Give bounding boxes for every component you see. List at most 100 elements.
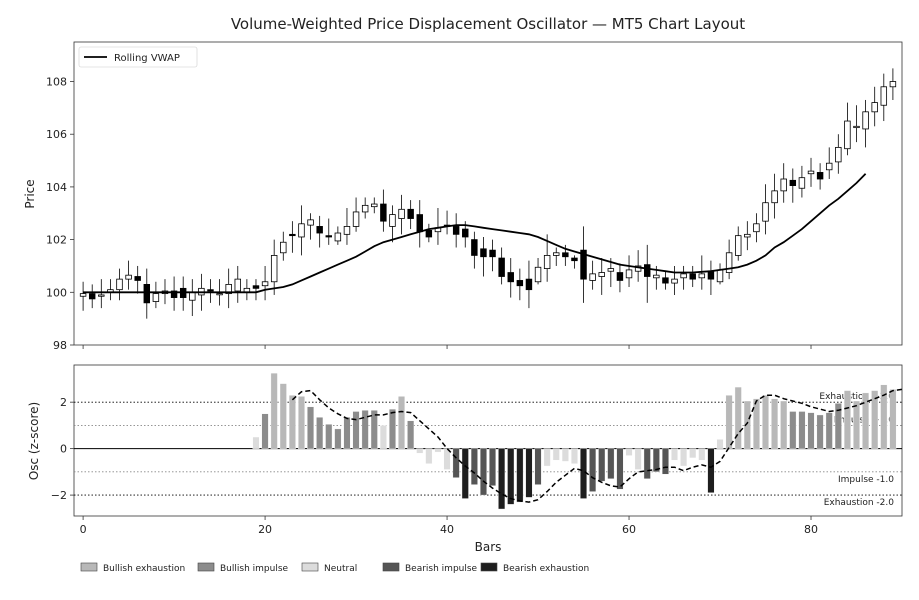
candle bbox=[662, 271, 669, 290]
oscillator-bar bbox=[743, 400, 751, 449]
oscillator-bar bbox=[762, 395, 769, 449]
candle bbox=[798, 165, 806, 198]
candle-body bbox=[416, 214, 423, 233]
candle-body bbox=[143, 283, 151, 304]
osc-y-tick-label: −2 bbox=[51, 489, 67, 502]
candle-body bbox=[407, 208, 414, 219]
oscillator-bar bbox=[316, 417, 324, 449]
candle bbox=[207, 279, 214, 303]
candle bbox=[134, 265, 141, 294]
candle-body bbox=[816, 172, 824, 180]
candle bbox=[425, 223, 433, 243]
candle bbox=[325, 218, 332, 245]
threshold-label: Exhaustion +2.0 bbox=[819, 392, 894, 402]
candle bbox=[352, 197, 360, 232]
osc-x-tick-label: 20 bbox=[258, 523, 272, 536]
oscillator-bar bbox=[643, 448, 651, 480]
oscillator-bar bbox=[343, 417, 351, 449]
legend-entry-bi: Bullish impulse bbox=[197, 562, 289, 574]
candle bbox=[516, 268, 524, 301]
candle bbox=[143, 268, 151, 319]
legend-entry-rx: Bearish exhaustion bbox=[480, 562, 589, 574]
candle bbox=[644, 244, 651, 303]
osc-x-tick-label: 0 bbox=[80, 523, 87, 536]
candle-body bbox=[334, 232, 342, 242]
price-plot-frame bbox=[73, 41, 903, 346]
oscillator-bar bbox=[325, 424, 333, 449]
oscillator-bar bbox=[479, 448, 487, 496]
candle-body bbox=[380, 203, 387, 222]
candle-body bbox=[807, 170, 815, 175]
candle-body bbox=[207, 289, 214, 292]
oscillator-bar bbox=[388, 408, 396, 449]
oscillator-bar bbox=[443, 448, 451, 470]
candle bbox=[734, 226, 742, 261]
osc-y-tick-label: 2 bbox=[60, 396, 67, 409]
price-y-tick-label: 108 bbox=[46, 76, 67, 89]
candle-body bbox=[516, 280, 524, 287]
oscillator-bar bbox=[407, 420, 415, 449]
candle bbox=[170, 276, 178, 311]
candle bbox=[234, 265, 242, 303]
oscillator-bar bbox=[707, 448, 715, 493]
oscillator-bar bbox=[607, 448, 615, 480]
candle bbox=[835, 134, 842, 174]
oscillator-bar bbox=[352, 411, 360, 449]
category-legend: Bullish exhaustion Bullish impulse Neutral… bbox=[80, 562, 589, 574]
candle-body bbox=[371, 203, 378, 208]
candle-body bbox=[289, 233, 296, 237]
candle-body bbox=[607, 268, 615, 272]
candle bbox=[389, 205, 396, 243]
price-axis-label: Price bbox=[23, 179, 37, 208]
candle-body bbox=[662, 277, 669, 284]
candle-body bbox=[98, 294, 105, 297]
oscillator-bar bbox=[589, 448, 597, 492]
candle-body bbox=[725, 252, 733, 273]
candle bbox=[862, 99, 869, 148]
candle-body bbox=[762, 202, 769, 222]
candle bbox=[671, 265, 678, 295]
candle bbox=[88, 284, 96, 309]
oscillator-bar bbox=[489, 448, 497, 486]
candle bbox=[343, 207, 351, 245]
candle-body bbox=[507, 272, 514, 283]
price-y-tick-label: 102 bbox=[46, 234, 67, 247]
oscillator-bar bbox=[752, 398, 760, 449]
candle-body bbox=[871, 102, 878, 113]
candle bbox=[625, 255, 633, 288]
candle bbox=[471, 231, 478, 269]
legend-label: Neutral bbox=[324, 564, 357, 574]
candle-body bbox=[734, 235, 742, 256]
oscillator-bar bbox=[816, 414, 824, 449]
candle bbox=[825, 147, 833, 180]
candle-body bbox=[425, 229, 433, 238]
candle-body bbox=[234, 278, 242, 292]
candle-body bbox=[389, 214, 396, 227]
candle-body bbox=[125, 274, 132, 280]
candle bbox=[807, 157, 815, 187]
candle-body bbox=[498, 257, 505, 277]
candle bbox=[507, 258, 514, 298]
legend-label: Bullish exhaustion bbox=[103, 564, 185, 574]
candle bbox=[853, 105, 860, 143]
oscillator-bar bbox=[425, 448, 433, 464]
oscillator-bar bbox=[307, 406, 315, 449]
oscillator-bar bbox=[452, 448, 460, 478]
oscillator-bar bbox=[252, 436, 260, 449]
candle bbox=[79, 281, 87, 311]
candle bbox=[270, 239, 278, 295]
x-axis-label: Bars bbox=[475, 540, 502, 554]
candle bbox=[98, 279, 105, 309]
oscillator-bar bbox=[516, 448, 524, 503]
candle bbox=[334, 226, 342, 245]
candle bbox=[152, 281, 160, 309]
legend-label: Bearish exhaustion bbox=[503, 564, 589, 574]
oscillator-bar bbox=[570, 448, 578, 464]
candle bbox=[261, 265, 269, 301]
oscillator-bar bbox=[580, 448, 588, 499]
oscillator-bar bbox=[361, 410, 369, 449]
candle-body bbox=[280, 241, 287, 254]
legend-swatch bbox=[480, 562, 498, 572]
candle bbox=[889, 68, 897, 100]
candle bbox=[762, 184, 769, 235]
